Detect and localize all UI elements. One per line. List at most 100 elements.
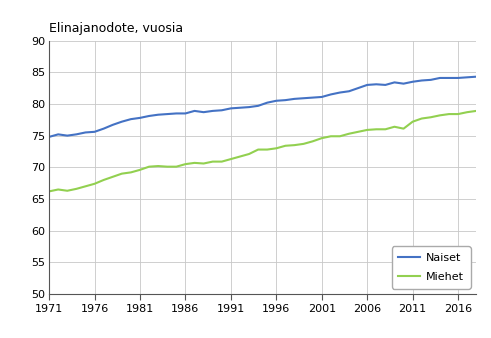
- Miehet: [346, 132, 352, 136]
- Miehet: [364, 128, 370, 132]
- Miehet: [128, 170, 134, 174]
- Naiset: [237, 106, 243, 110]
- Naiset: [346, 89, 352, 93]
- Miehet: [146, 165, 152, 169]
- Naiset: [137, 116, 143, 120]
- Naiset: [446, 76, 452, 80]
- Naiset: [191, 109, 197, 113]
- Miehet: [137, 168, 143, 172]
- Miehet: [391, 125, 397, 129]
- Legend: Naiset, Miehet: Naiset, Miehet: [392, 246, 471, 289]
- Miehet: [273, 146, 279, 150]
- Miehet: [110, 175, 116, 179]
- Naiset: [373, 82, 379, 86]
- Naiset: [300, 96, 306, 100]
- Miehet: [101, 178, 107, 182]
- Naiset: [292, 97, 298, 101]
- Naiset: [183, 112, 189, 116]
- Naiset: [264, 101, 270, 105]
- Miehet: [173, 165, 179, 169]
- Miehet: [237, 154, 243, 159]
- Naiset: [128, 117, 134, 121]
- Miehet: [210, 160, 216, 164]
- Naiset: [173, 112, 179, 116]
- Miehet: [201, 162, 207, 166]
- Naiset: [74, 132, 80, 136]
- Naiset: [428, 78, 434, 82]
- Miehet: [55, 188, 61, 192]
- Miehet: [382, 127, 388, 131]
- Miehet: [228, 157, 234, 161]
- Miehet: [464, 110, 470, 114]
- Miehet: [191, 161, 197, 165]
- Naiset: [273, 99, 279, 103]
- Miehet: [64, 189, 70, 193]
- Naiset: [255, 104, 261, 108]
- Miehet: [337, 134, 343, 138]
- Naiset: [409, 80, 415, 84]
- Naiset: [391, 80, 397, 84]
- Miehet: [264, 147, 270, 151]
- Miehet: [437, 113, 443, 117]
- Naiset: [282, 98, 288, 102]
- Naiset: [419, 78, 425, 82]
- Miehet: [473, 109, 479, 113]
- Naiset: [228, 106, 234, 111]
- Naiset: [319, 95, 325, 99]
- Naiset: [55, 132, 61, 136]
- Naiset: [455, 76, 461, 80]
- Naiset: [464, 75, 470, 79]
- Naiset: [146, 114, 152, 118]
- Naiset: [364, 83, 370, 87]
- Miehet: [310, 139, 316, 143]
- Text: Elinajanodote, vuosia: Elinajanodote, vuosia: [49, 22, 183, 35]
- Naiset: [355, 86, 361, 90]
- Miehet: [428, 115, 434, 119]
- Miehet: [355, 130, 361, 134]
- Naiset: [164, 112, 170, 116]
- Miehet: [401, 127, 407, 131]
- Miehet: [74, 187, 80, 191]
- Miehet: [219, 160, 225, 164]
- Naiset: [310, 96, 316, 100]
- Naiset: [46, 135, 52, 139]
- Miehet: [155, 164, 161, 168]
- Miehet: [409, 120, 415, 124]
- Naiset: [119, 120, 125, 124]
- Miehet: [282, 144, 288, 148]
- Naiset: [382, 83, 388, 87]
- Naiset: [101, 127, 107, 131]
- Miehet: [183, 162, 189, 166]
- Naiset: [155, 113, 161, 117]
- Miehet: [46, 189, 52, 193]
- Naiset: [473, 75, 479, 79]
- Miehet: [292, 143, 298, 147]
- Line: Naiset: Naiset: [49, 77, 476, 137]
- Miehet: [246, 152, 252, 156]
- Naiset: [219, 108, 225, 112]
- Miehet: [82, 184, 88, 188]
- Miehet: [373, 127, 379, 131]
- Miehet: [92, 182, 98, 186]
- Naiset: [337, 91, 343, 95]
- Naiset: [437, 76, 443, 80]
- Miehet: [419, 117, 425, 121]
- Miehet: [164, 165, 170, 169]
- Naiset: [110, 123, 116, 127]
- Miehet: [446, 112, 452, 116]
- Naiset: [246, 105, 252, 109]
- Naiset: [64, 134, 70, 138]
- Miehet: [300, 142, 306, 146]
- Naiset: [401, 81, 407, 86]
- Miehet: [119, 172, 125, 176]
- Naiset: [328, 92, 334, 96]
- Naiset: [201, 110, 207, 114]
- Naiset: [92, 130, 98, 134]
- Miehet: [328, 134, 334, 138]
- Naiset: [210, 109, 216, 113]
- Miehet: [455, 112, 461, 116]
- Naiset: [82, 130, 88, 135]
- Miehet: [255, 147, 261, 151]
- Miehet: [319, 136, 325, 140]
- Line: Miehet: Miehet: [49, 111, 476, 191]
